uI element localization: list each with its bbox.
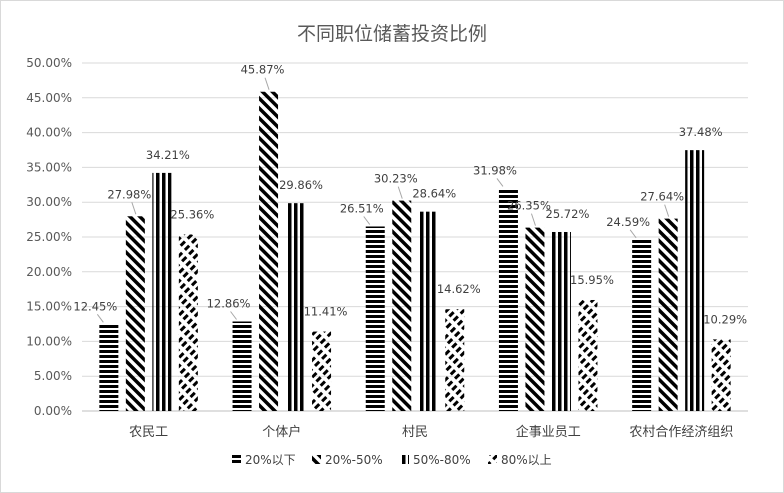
data-label: 26.51% bbox=[340, 201, 384, 215]
chart-title: 不同职位储蓄投资比例 bbox=[297, 23, 487, 45]
x-axis: 农民工 个体户 村民 企事业员工 农村合作经济组织 bbox=[129, 424, 733, 440]
data-label: 30.23% bbox=[374, 172, 418, 186]
category-label: 农村合作经济组织 bbox=[629, 425, 733, 440]
bar bbox=[232, 321, 252, 411]
data-label: 10.29% bbox=[703, 312, 747, 326]
leader-line bbox=[530, 213, 536, 226]
y-tick-label: 30.00% bbox=[26, 195, 72, 209]
y-tick-label: 35.00% bbox=[26, 160, 72, 174]
legend-label: 80%以上 bbox=[501, 453, 552, 467]
data-label: 29.86% bbox=[279, 178, 323, 192]
leader-line bbox=[363, 216, 371, 225]
leader-lines bbox=[96, 77, 670, 323]
leader-line bbox=[131, 202, 137, 215]
legend-swatch bbox=[400, 455, 409, 464]
legend-swatch bbox=[312, 455, 321, 464]
bar bbox=[312, 331, 332, 411]
bar bbox=[125, 216, 145, 411]
bar bbox=[392, 200, 412, 411]
data-label: 26.35% bbox=[507, 199, 551, 213]
data-label: 31.98% bbox=[473, 163, 517, 177]
leader-line bbox=[496, 178, 504, 187]
leader-line bbox=[664, 204, 670, 217]
data-label: 27.64% bbox=[640, 190, 684, 204]
data-label: 28.64% bbox=[412, 187, 456, 201]
y-tick-label: 45.00% bbox=[26, 91, 72, 105]
legend-label: 20%-50% bbox=[325, 453, 383, 467]
data-label: 34.21% bbox=[146, 148, 190, 162]
legend: 20%以下 20%-50% 50%-80% 80%以上 bbox=[232, 453, 552, 467]
data-label: 37.48% bbox=[679, 125, 723, 139]
leader-line bbox=[397, 186, 403, 199]
y-tick-label: 15.00% bbox=[26, 300, 72, 314]
data-label: 25.36% bbox=[170, 207, 214, 221]
bar bbox=[445, 309, 465, 411]
bar bbox=[578, 299, 598, 411]
bar bbox=[178, 234, 198, 411]
data-labels: 12.45% 27.98% 34.21% 25.36% 12.86% 45.87% 29.8… bbox=[73, 63, 747, 327]
category-label: 个体户 bbox=[262, 424, 301, 440]
bar bbox=[525, 227, 545, 411]
y-tick-label: 40.00% bbox=[26, 126, 72, 140]
y-tick-label: 25.00% bbox=[26, 230, 72, 244]
data-label: 11.41% bbox=[304, 305, 348, 319]
y-tick-label: 5.00% bbox=[34, 369, 72, 383]
bar bbox=[99, 324, 119, 411]
legend-label: 20%以下 bbox=[245, 453, 296, 467]
bar bbox=[711, 339, 731, 411]
bar bbox=[259, 91, 279, 411]
data-label: 27.98% bbox=[107, 187, 151, 201]
bar bbox=[418, 211, 438, 411]
bar bbox=[632, 239, 652, 411]
leader-line bbox=[264, 77, 270, 90]
data-label: 14.62% bbox=[437, 282, 481, 296]
y-tick-label: 50.00% bbox=[26, 56, 72, 70]
bar bbox=[365, 226, 385, 411]
bar bbox=[498, 188, 518, 411]
y-axis: 0.00% 5.00% 10.00% 15.00% 20.00% 25.00% 30.00%… bbox=[26, 56, 72, 418]
data-label: 25.72% bbox=[546, 207, 590, 221]
bars bbox=[99, 91, 731, 411]
bar bbox=[658, 218, 678, 411]
leader-line bbox=[96, 314, 104, 323]
bar bbox=[285, 203, 305, 411]
category-label: 村民 bbox=[402, 425, 428, 440]
data-label: 45.87% bbox=[241, 63, 285, 77]
legend-swatch bbox=[488, 455, 497, 464]
bar bbox=[551, 231, 571, 411]
data-label: 12.45% bbox=[73, 299, 117, 313]
legend-label: 50%-80% bbox=[413, 453, 471, 467]
leader-line bbox=[230, 311, 237, 320]
category-label: 企事业员工 bbox=[516, 424, 581, 440]
y-tick-label: 20.00% bbox=[26, 265, 72, 279]
data-label: 24.59% bbox=[606, 215, 650, 229]
legend-swatch bbox=[232, 455, 241, 464]
category-label: 农民工 bbox=[129, 425, 168, 440]
y-tick-label: 0.00% bbox=[34, 404, 72, 418]
y-tick-label: 10.00% bbox=[26, 334, 72, 348]
bar bbox=[152, 172, 172, 411]
data-label: 12.86% bbox=[207, 296, 251, 310]
bar bbox=[685, 150, 705, 411]
leader-line bbox=[629, 229, 637, 239]
data-label: 15.95% bbox=[570, 273, 614, 287]
